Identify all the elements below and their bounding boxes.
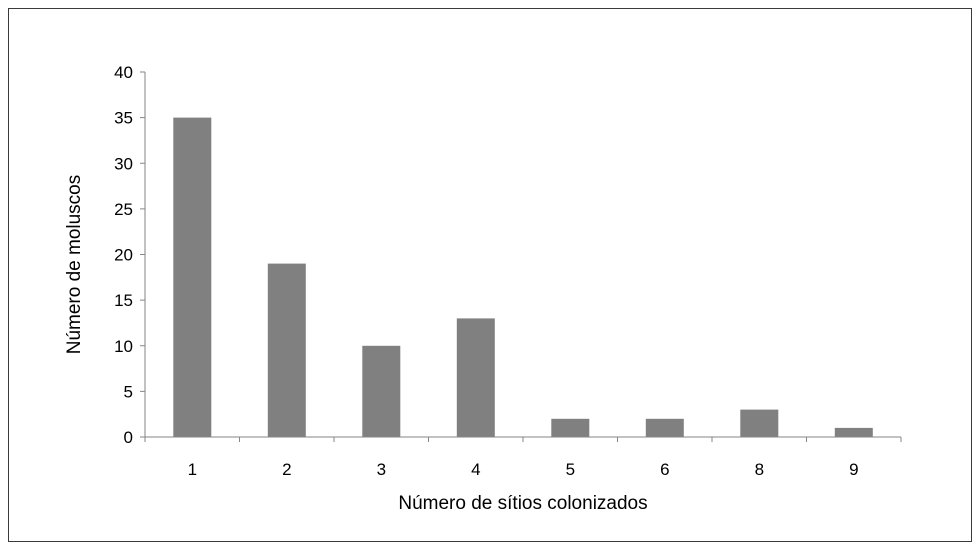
x-tick-label-9: 9 (849, 460, 858, 479)
bar-3 (362, 345, 401, 438)
bar-9 (834, 427, 873, 437)
bar-6 (645, 418, 684, 438)
chart-frame (8, 8, 972, 542)
bar-2 (267, 263, 306, 437)
y-tick-label-0: 0 (124, 428, 133, 447)
x-tick-label-5: 5 (566, 460, 575, 479)
y-tick-label-5: 5 (124, 382, 133, 401)
bar-5 (551, 418, 590, 438)
y-tick-label-35: 35 (114, 109, 133, 128)
y-tick-label-10: 10 (114, 337, 133, 356)
x-tick-label-8: 8 (755, 460, 764, 479)
axes-group (144, 72, 901, 438)
bar-8 (740, 409, 779, 437)
y-ticks-group: 0 5 10 15 20 25 30 35 40 (114, 63, 145, 447)
x-tick-label-2: 2 (282, 460, 291, 479)
bar-1 (173, 117, 212, 437)
y-axis-title: Número de moluscos (64, 175, 85, 355)
x-tick-label-6: 6 (660, 460, 669, 479)
x-tick-label-4: 4 (471, 460, 480, 479)
x-tick-label-3: 3 (377, 460, 386, 479)
y-tick-label-40: 40 (114, 63, 133, 82)
x-ticks-group: 1 2 3 4 5 6 8 9 (144, 437, 902, 479)
y-tick-label-30: 30 (114, 154, 133, 173)
x-tick-label-1: 1 (188, 460, 197, 479)
bars-group (173, 117, 873, 438)
y-tick-label-15: 15 (114, 291, 133, 310)
bar-4 (456, 318, 495, 437)
y-tick-label-25: 25 (114, 200, 133, 219)
y-tick-label-20: 20 (114, 246, 133, 265)
x-axis-title: Número de sítios colonizados (398, 493, 647, 514)
